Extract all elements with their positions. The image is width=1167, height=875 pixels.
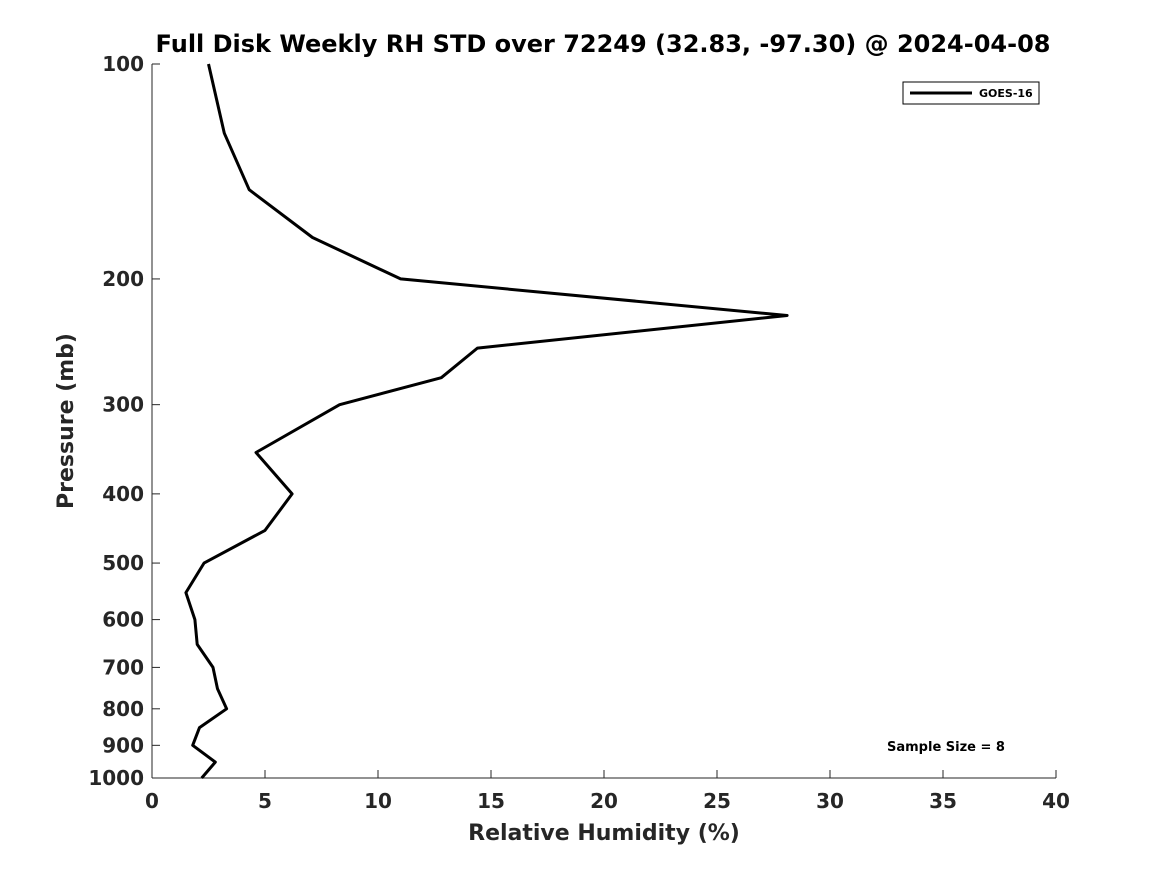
series-line-goes-16 <box>184 63 789 779</box>
y-tick-label: 400 <box>102 482 144 506</box>
y-tick-label: 700 <box>102 655 144 679</box>
x-ticks: 0 5 10 15 20 25 30 35 40 <box>145 770 1070 813</box>
sample-size-annotation: Sample Size = 8 <box>887 740 1005 755</box>
y-tick-label: 500 <box>102 551 144 575</box>
x-tick-label: 10 <box>364 789 392 813</box>
x-tick-label: 5 <box>258 789 272 813</box>
x-tick-label: 40 <box>1042 789 1070 813</box>
axes <box>151 64 1056 779</box>
y-axis-label: Pressure (mb) <box>54 333 79 509</box>
y-tick-label: 600 <box>102 608 144 632</box>
y-tick-label: 300 <box>102 393 144 417</box>
y-tick-label: 800 <box>102 697 144 721</box>
legend: GOES-16 <box>902 81 1040 105</box>
y-tick-label: 900 <box>102 733 144 757</box>
y-tick-label: 200 <box>102 267 144 291</box>
legend-label: GOES-16 <box>979 87 1033 100</box>
x-tick-label: 30 <box>816 789 844 813</box>
y-ticks: 100 200 300 400 500 600 700 800 900 1000 <box>88 52 160 790</box>
x-tick-label: 0 <box>145 789 159 813</box>
x-tick-label: 35 <box>929 789 957 813</box>
x-tick-label: 25 <box>703 789 731 813</box>
y-tick-label: 1000 <box>88 766 144 790</box>
x-tick-label: 20 <box>590 789 618 813</box>
y-tick-label: 100 <box>102 52 144 76</box>
chart-title: Full Disk Weekly RH STD over 72249 (32.8… <box>156 30 1051 58</box>
x-tick-label: 15 <box>477 789 505 813</box>
x-axis-label: Relative Humidity (%) <box>468 821 740 846</box>
